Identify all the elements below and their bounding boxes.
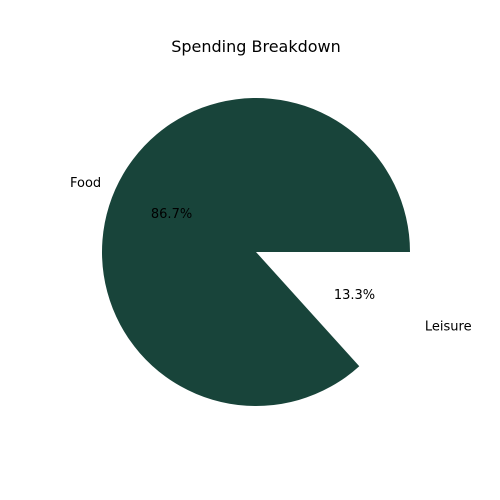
pie-pct-label-leisure: 13.3% <box>334 288 375 303</box>
pie-slice-food <box>101 98 410 407</box>
chart-title: Spending Breakdown <box>171 37 341 56</box>
pie-labels: 86.7% Food 13.3% Leisure <box>70 176 472 335</box>
pie-pct-label-food: 86.7% <box>151 207 192 222</box>
pie-slice-leisure <box>270 258 425 373</box>
pie-label-leisure: Leisure <box>425 319 472 334</box>
pie-label-food: Food <box>70 176 101 191</box>
pie-slices <box>101 98 425 407</box>
